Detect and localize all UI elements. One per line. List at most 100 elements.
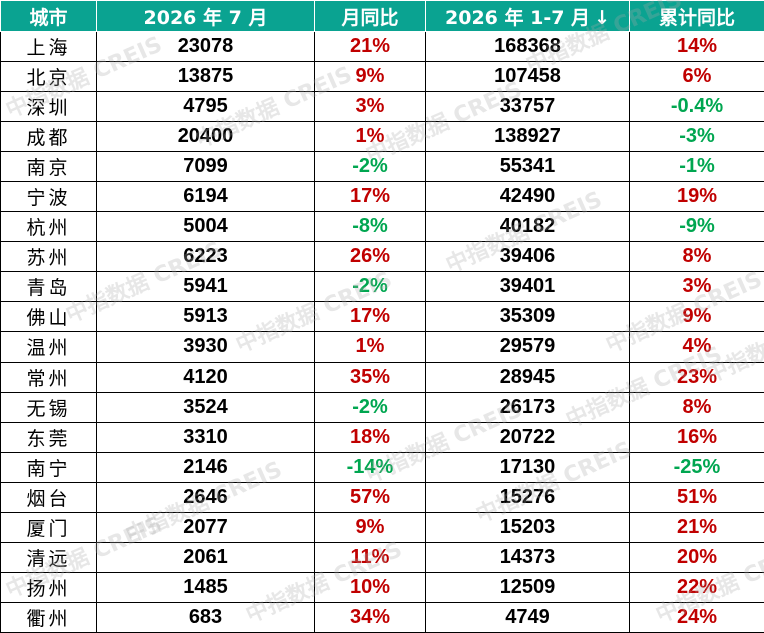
table-row: 厦门 2077 9% 15203 21% <box>0 511 764 543</box>
cell-ytd-sales: 12509 <box>425 571 630 603</box>
cell-month-sales: 3524 <box>96 391 315 423</box>
cell-city: 南宁 <box>0 451 97 483</box>
cell-ytd-sales: 107458 <box>425 61 630 93</box>
table-row: 温州 3930 1% 29579 4% <box>0 331 764 363</box>
cell-ytd-change: 24% <box>629 601 764 633</box>
table-row: 衢州 683 34% 4749 24% <box>0 601 764 633</box>
cell-mom-change: -8% <box>314 211 426 243</box>
table-row: 青岛 5941 -2% 39401 3% <box>0 271 764 303</box>
cell-ytd-sales: 15276 <box>425 481 630 513</box>
cell-ytd-change: -25% <box>629 451 764 483</box>
sort-descending-icon[interactable]: ↓ <box>594 6 610 29</box>
cell-ytd-sales: 39401 <box>425 271 630 303</box>
cell-month-sales: 23078 <box>96 30 315 63</box>
table-row: 北京 13875 9% 107458 6% <box>0 61 764 93</box>
cell-month-sales: 4120 <box>96 361 315 393</box>
cell-city: 宁波 <box>0 181 97 213</box>
cell-month-sales: 3310 <box>96 421 315 453</box>
table-row: 扬州 1485 10% 12509 22% <box>0 571 764 603</box>
cell-ytd-change: 14% <box>629 30 764 63</box>
cell-city: 北京 <box>0 61 97 93</box>
cell-city: 无锡 <box>0 391 97 423</box>
cell-ytd-sales: 55341 <box>425 151 630 183</box>
cell-mom-change: 10% <box>314 571 426 603</box>
header-ytd-label: 2026 年 1-7 月 <box>445 6 591 29</box>
table-row: 南宁 2146 -14% 17130 -25% <box>0 451 764 483</box>
cell-mom-change: 34% <box>314 601 426 633</box>
cell-mom-change: -2% <box>314 151 426 183</box>
cell-ytd-sales: 4749 <box>425 601 630 633</box>
cell-ytd-sales: 26173 <box>425 391 630 423</box>
cell-ytd-sales: 17130 <box>425 451 630 483</box>
cell-month-sales: 3930 <box>96 331 315 363</box>
cell-ytd-sales: 39406 <box>425 241 630 273</box>
cell-city: 厦门 <box>0 511 97 543</box>
cell-mom-change: 18% <box>314 421 426 453</box>
cell-ytd-change: 16% <box>629 421 764 453</box>
cell-month-sales: 6223 <box>96 241 315 273</box>
cell-ytd-sales: 42490 <box>425 181 630 213</box>
cell-ytd-sales: 14373 <box>425 541 630 573</box>
cell-ytd-change: 6% <box>629 61 764 93</box>
cell-month-sales: 2146 <box>96 451 315 483</box>
cell-ytd-sales: 28945 <box>425 361 630 393</box>
table-row: 成都 20400 1% 138927 -3% <box>0 121 764 153</box>
cell-mom-change: 17% <box>314 301 426 333</box>
cell-month-sales: 13875 <box>96 61 315 93</box>
cell-ytd-sales: 15203 <box>425 511 630 543</box>
cell-ytd-change: 9% <box>629 301 764 333</box>
table-row: 清远 2061 11% 14373 20% <box>0 541 764 573</box>
header-city[interactable]: 城市 <box>0 0 97 32</box>
table-row: 杭州 5004 -8% 40182 -9% <box>0 211 764 243</box>
table-row: 南京 7099 -2% 55341 -1% <box>0 151 764 183</box>
cell-city: 成都 <box>0 121 97 153</box>
cell-city: 常州 <box>0 361 97 393</box>
cell-month-sales: 1485 <box>96 571 315 603</box>
cell-mom-change: 3% <box>314 91 426 123</box>
cell-mom-change: 9% <box>314 511 426 543</box>
cell-ytd-change: 19% <box>629 181 764 213</box>
cell-month-sales: 5004 <box>96 211 315 243</box>
cell-ytd-change: -0.4% <box>629 91 764 123</box>
table-row: 东莞 3310 18% 20722 16% <box>0 421 764 453</box>
cell-ytd-sales: 138927 <box>425 121 630 153</box>
cell-ytd-sales: 168368 <box>425 30 630 63</box>
cell-ytd-change: 20% <box>629 541 764 573</box>
cell-month-sales: 7099 <box>96 151 315 183</box>
table-row: 深圳 4795 3% 33757 -0.4% <box>0 91 764 123</box>
header-ytd-yoy[interactable]: 累计同比 <box>629 0 764 32</box>
table-row: 无锡 3524 -2% 26173 8% <box>0 391 764 423</box>
cell-ytd-change: -9% <box>629 211 764 243</box>
cell-ytd-change: -1% <box>629 151 764 183</box>
header-month[interactable]: 2026 年 7 月 <box>96 0 315 32</box>
header-mom[interactable]: 月同比 <box>314 0 426 32</box>
cell-month-sales: 2646 <box>96 481 315 513</box>
cell-city: 东莞 <box>0 421 97 453</box>
cell-city: 青岛 <box>0 271 97 303</box>
table-body: 上海 23078 21% 168368 14% 北京 13875 9% 107458 6% 深圳 47… <box>0 30 764 633</box>
cell-month-sales: 5941 <box>96 271 315 303</box>
cell-city: 杭州 <box>0 211 97 243</box>
cell-ytd-change: 3% <box>629 271 764 303</box>
cell-city: 清远 <box>0 541 97 573</box>
table-header: 城市 2026 年 7 月 月同比 2026 年 1-7 月 ↓ 累计同比 <box>0 0 764 32</box>
cell-mom-change: 26% <box>314 241 426 273</box>
table-row: 苏州 6223 26% 39406 8% <box>0 241 764 273</box>
header-ytd[interactable]: 2026 年 1-7 月 ↓ <box>425 0 630 32</box>
cell-city: 佛山 <box>0 301 97 333</box>
cell-month-sales: 6194 <box>96 181 315 213</box>
cell-ytd-change: -3% <box>629 121 764 153</box>
cell-city: 烟台 <box>0 481 97 513</box>
cell-city: 苏州 <box>0 241 97 273</box>
cell-month-sales: 683 <box>96 601 315 633</box>
cell-ytd-change: 23% <box>629 361 764 393</box>
cell-city: 衢州 <box>0 601 97 633</box>
cell-mom-change: -2% <box>314 391 426 423</box>
table-row: 宁波 6194 17% 42490 19% <box>0 181 764 213</box>
cell-mom-change: -14% <box>314 451 426 483</box>
cell-ytd-change: 8% <box>629 241 764 273</box>
table-row: 佛山 5913 17% 35309 9% <box>0 301 764 333</box>
cell-ytd-sales: 29579 <box>425 331 630 363</box>
cell-mom-change: 57% <box>314 481 426 513</box>
